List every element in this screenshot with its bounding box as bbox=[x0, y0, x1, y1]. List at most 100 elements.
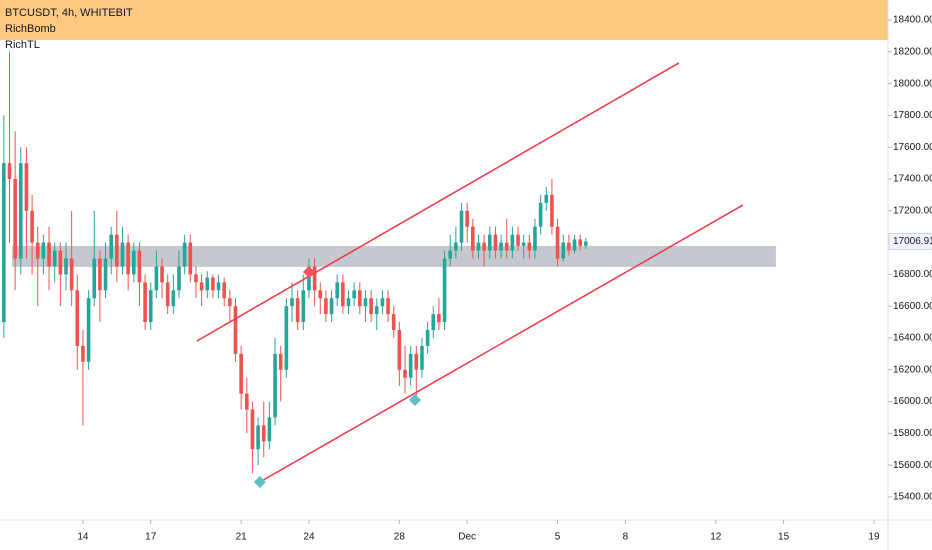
y-tick-label: 18200.00 bbox=[893, 46, 932, 57]
candle-body bbox=[335, 282, 340, 299]
x-tick-label: 8 bbox=[623, 532, 629, 543]
candle-body bbox=[222, 282, 227, 299]
channel-line bbox=[259, 204, 744, 483]
candle-body bbox=[98, 258, 102, 291]
header-banner bbox=[0, 0, 888, 40]
x-tick-label: 12 bbox=[710, 532, 722, 543]
candle-body bbox=[143, 282, 147, 323]
candle-body bbox=[211, 277, 215, 291]
candle-body bbox=[442, 258, 447, 323]
candle-body bbox=[437, 314, 441, 323]
y-tick-label: 16000.00 bbox=[893, 396, 932, 407]
candle-body bbox=[194, 274, 198, 283]
y-tick-label: 18400.00 bbox=[893, 15, 932, 26]
candle-body bbox=[391, 314, 396, 331]
candle-body bbox=[58, 250, 63, 275]
candle-body bbox=[160, 266, 164, 283]
candle-body bbox=[329, 298, 334, 315]
candle-body bbox=[448, 250, 453, 259]
candle-body bbox=[358, 290, 362, 307]
price-label: 17006.91 bbox=[893, 236, 932, 247]
candle-body bbox=[301, 290, 306, 323]
candle-body bbox=[555, 226, 560, 259]
x-tick-label: 14 bbox=[77, 532, 89, 543]
candle-body bbox=[471, 226, 475, 251]
candle-body bbox=[363, 298, 368, 307]
candle-body bbox=[408, 353, 413, 378]
candle-body bbox=[567, 242, 571, 251]
candle-body bbox=[239, 353, 243, 394]
candle-body bbox=[527, 242, 532, 251]
candle-body bbox=[188, 242, 193, 275]
x-tick-label: 19 bbox=[868, 532, 880, 543]
candle-body bbox=[431, 314, 436, 331]
candle-body bbox=[92, 258, 97, 299]
candle-body bbox=[341, 282, 345, 307]
x-tick-label: 15 bbox=[778, 532, 790, 543]
candle-body bbox=[459, 210, 464, 243]
candle-body bbox=[69, 258, 74, 291]
x-tick-label: 5 bbox=[555, 532, 561, 543]
candle-body bbox=[538, 202, 543, 227]
candle-body bbox=[103, 258, 108, 291]
candle-body bbox=[318, 290, 323, 299]
candle-body bbox=[273, 353, 277, 418]
chart-title: BTCUSDT, 4h, WHITEBIT bbox=[5, 7, 133, 19]
candle-body bbox=[30, 210, 34, 243]
x-tick-label: 21 bbox=[236, 532, 248, 543]
y-tick-label: 17600.00 bbox=[893, 142, 932, 153]
candle-body bbox=[493, 234, 498, 251]
x-tick-label: 28 bbox=[394, 532, 406, 543]
candle-body bbox=[397, 330, 402, 370]
candle-body bbox=[550, 194, 554, 227]
x-tick-label: 17 bbox=[145, 532, 157, 543]
candle-body bbox=[278, 353, 283, 370]
candle-body bbox=[533, 226, 537, 251]
pivot-marker bbox=[408, 393, 421, 406]
candle-body bbox=[120, 242, 125, 267]
pivot-marker bbox=[253, 476, 266, 489]
candle-body bbox=[420, 345, 424, 370]
y-tick-label: 16800.00 bbox=[893, 269, 932, 280]
candle-body bbox=[7, 163, 12, 180]
candle-body bbox=[199, 282, 204, 291]
candle-body bbox=[35, 242, 40, 259]
candle-body bbox=[137, 250, 142, 283]
candle-body bbox=[521, 242, 526, 246]
y-tick-label: 18000.00 bbox=[893, 78, 932, 89]
candle-body bbox=[216, 282, 221, 291]
candle-body bbox=[284, 306, 289, 370]
candle-body bbox=[75, 290, 80, 346]
x-tick-label: Dec bbox=[458, 532, 476, 543]
y-tick-label: 17400.00 bbox=[893, 174, 932, 185]
price-label-box bbox=[888, 232, 932, 250]
candle-body bbox=[386, 298, 390, 315]
candle-body bbox=[369, 298, 373, 315]
candle-body bbox=[182, 242, 187, 267]
candle-body bbox=[154, 266, 159, 291]
candle-body bbox=[482, 242, 486, 251]
candle-body bbox=[131, 250, 136, 275]
candle-body bbox=[504, 242, 509, 251]
resistance-zone bbox=[11, 245, 776, 267]
y-tick-label: 15400.00 bbox=[893, 492, 932, 503]
candle-body bbox=[352, 290, 356, 299]
candle-body bbox=[228, 298, 232, 307]
channel-line bbox=[196, 62, 680, 342]
candle-body bbox=[312, 266, 317, 291]
y-tick-label: 16600.00 bbox=[893, 301, 932, 312]
pivot-marker bbox=[302, 266, 315, 279]
candle-body bbox=[244, 393, 249, 410]
y-tick-label: 16400.00 bbox=[893, 333, 932, 344]
candle-body bbox=[487, 234, 492, 251]
candle-body bbox=[233, 306, 238, 354]
y-tick-label: 17800.00 bbox=[893, 110, 932, 121]
candle-body bbox=[267, 417, 272, 442]
candle-body bbox=[86, 298, 91, 362]
candle-body bbox=[572, 239, 577, 251]
candle-body bbox=[13, 179, 17, 259]
candle-body bbox=[18, 163, 23, 259]
candle-body bbox=[307, 266, 311, 291]
candle-body bbox=[454, 242, 458, 251]
